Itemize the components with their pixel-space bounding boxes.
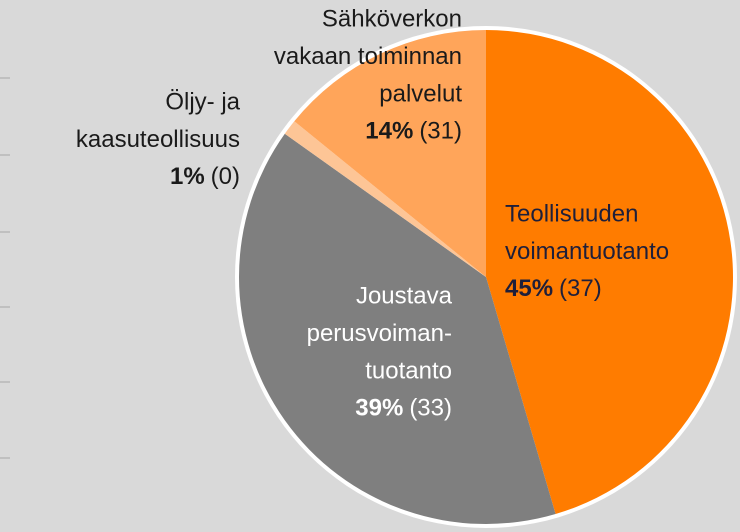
slice-label: vakaan toiminnan xyxy=(274,43,462,70)
value-label: 1% xyxy=(170,163,205,190)
count-label: (31) xyxy=(419,118,462,145)
slice-label: perusvoiman- xyxy=(307,320,452,347)
slice-value: 45% (37) xyxy=(505,275,602,302)
pie-slice xyxy=(294,29,486,277)
slice-value: 1% (0) xyxy=(170,163,240,190)
slice-label: Sähköverkon xyxy=(322,5,462,32)
slice-label: palvelut xyxy=(379,80,462,107)
slice-label: Teollisuuden xyxy=(505,200,638,227)
count-label: (0) xyxy=(211,163,240,190)
slice-label: voimantuotanto xyxy=(505,238,669,265)
value-label: 45% xyxy=(505,275,553,302)
slice-label: kaasuteollisuus xyxy=(76,126,240,153)
slice-value: 39% (33) xyxy=(355,395,452,422)
count-label: (33) xyxy=(409,395,452,422)
value-label: 39% xyxy=(355,395,403,422)
value-label: 14% xyxy=(365,118,413,145)
slice-label: Joustava xyxy=(356,282,453,309)
pie-slice xyxy=(284,121,486,277)
pie-slice xyxy=(486,30,733,514)
slice-label: Öljy- ja xyxy=(165,88,240,115)
axis-stubs xyxy=(0,77,10,459)
slice-value: 14% (31) xyxy=(365,118,462,145)
slice-label: tuotanto xyxy=(365,357,452,384)
count-label: (37) xyxy=(559,275,602,302)
pie-slice xyxy=(238,133,556,524)
